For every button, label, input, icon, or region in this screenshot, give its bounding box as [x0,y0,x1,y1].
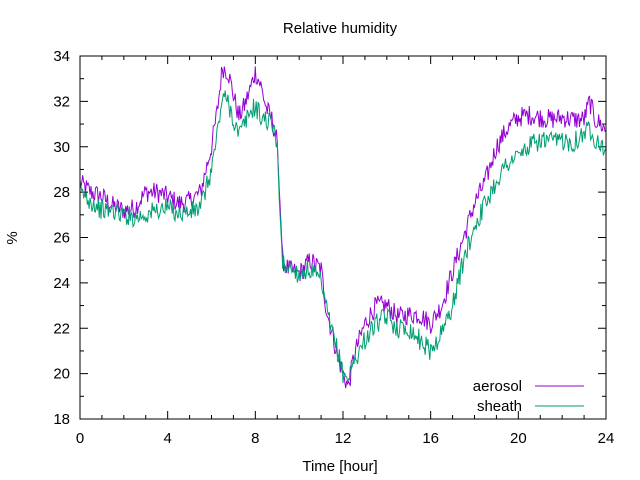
y-tick-label: 30 [53,139,70,156]
chart-title: Relative humidity [283,20,398,37]
plot-frame [79,55,607,420]
y-tick-label: 26 [53,230,70,247]
y-tick-label: 18 [53,411,70,428]
legend: aerosol sheath [473,378,584,415]
y-tick-label: 34 [53,48,70,65]
y-axis-label: % [4,231,21,244]
series-line-aerosol [79,66,607,389]
series-group [79,66,607,389]
y-tick-label: 22 [53,320,70,337]
x-axis-label: Time [hour] [302,458,377,475]
x-tick-label: 12 [335,430,352,447]
x-tick-label: 0 [76,430,84,447]
axis-ticks: 18 20 22 24 26 28 30 32 34 0 4 8 12 16 20 24 [53,48,614,447]
y-tick-label: 24 [53,275,70,292]
series-line-sheath [79,90,607,384]
y-tick-label: 32 [53,93,70,110]
x-tick-label: 4 [163,430,171,447]
x-tick-label: 8 [251,430,259,447]
y-tick-label: 20 [53,366,70,383]
y-tick-label: 28 [53,184,70,201]
legend-label-sheath: sheath [477,398,522,415]
x-tick-label: 20 [510,430,527,447]
x-tick-label: 24 [598,430,615,447]
x-tick-label: 16 [422,430,439,447]
legend-label-aerosol: aerosol [473,378,522,395]
